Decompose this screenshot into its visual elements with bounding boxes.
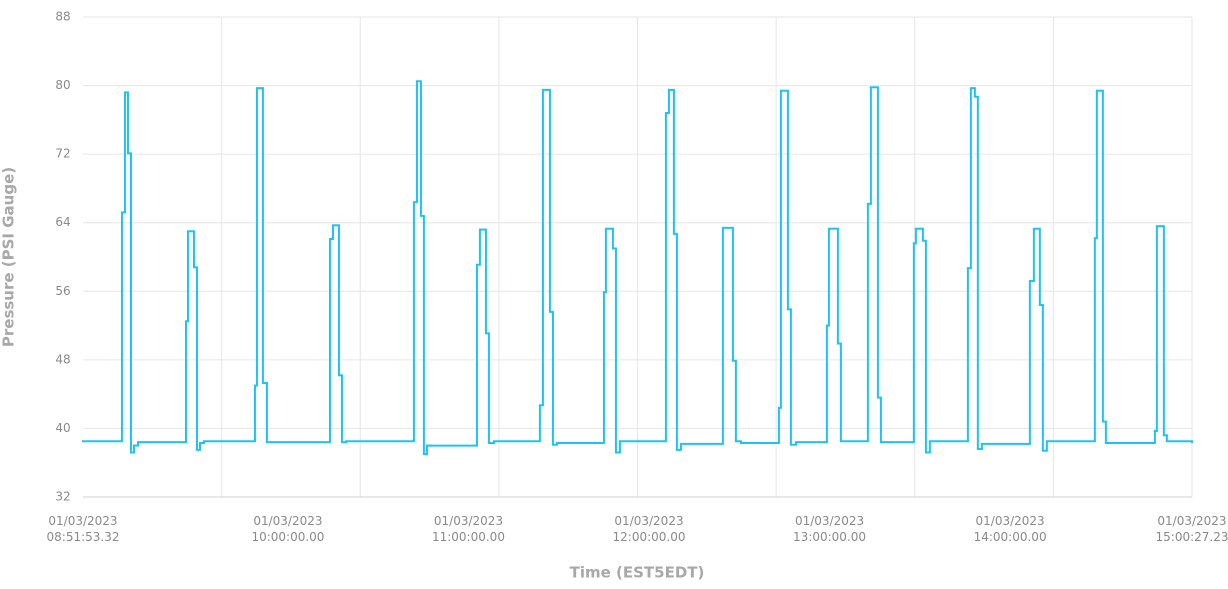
x-tick-label: 01/03/2023 14:00:00.00: [973, 514, 1047, 544]
y-tick-label: 64: [55, 215, 70, 229]
y-tick-label: 56: [55, 284, 70, 298]
x-tick-label: 01/03/2023 15:00:27.23: [1155, 514, 1228, 544]
y-tick-label: 88: [55, 10, 70, 24]
y-axis-title: Pressure (PSI Gauge): [0, 167, 18, 347]
x-tick-label: 01/03/2023 11:00:00.00: [431, 514, 505, 544]
x-tick-label: 01/03/2023 10:00:00.00: [251, 514, 325, 544]
x-axis-title: Time (EST5EDT): [570, 564, 705, 582]
y-tick-label: 48: [55, 352, 70, 366]
y-tick-label: 72: [55, 147, 70, 161]
x-tick-label: 01/03/2023 08:51:53.32: [46, 514, 120, 544]
x-tick-label: 01/03/2023 12:00:00.00: [612, 514, 686, 544]
y-tick-label: 80: [55, 78, 70, 92]
y-tick-label: 40: [55, 421, 70, 435]
x-tick-label: 01/03/2023 13:00:00.00: [793, 514, 867, 544]
y-tick-label: 32: [55, 490, 70, 504]
